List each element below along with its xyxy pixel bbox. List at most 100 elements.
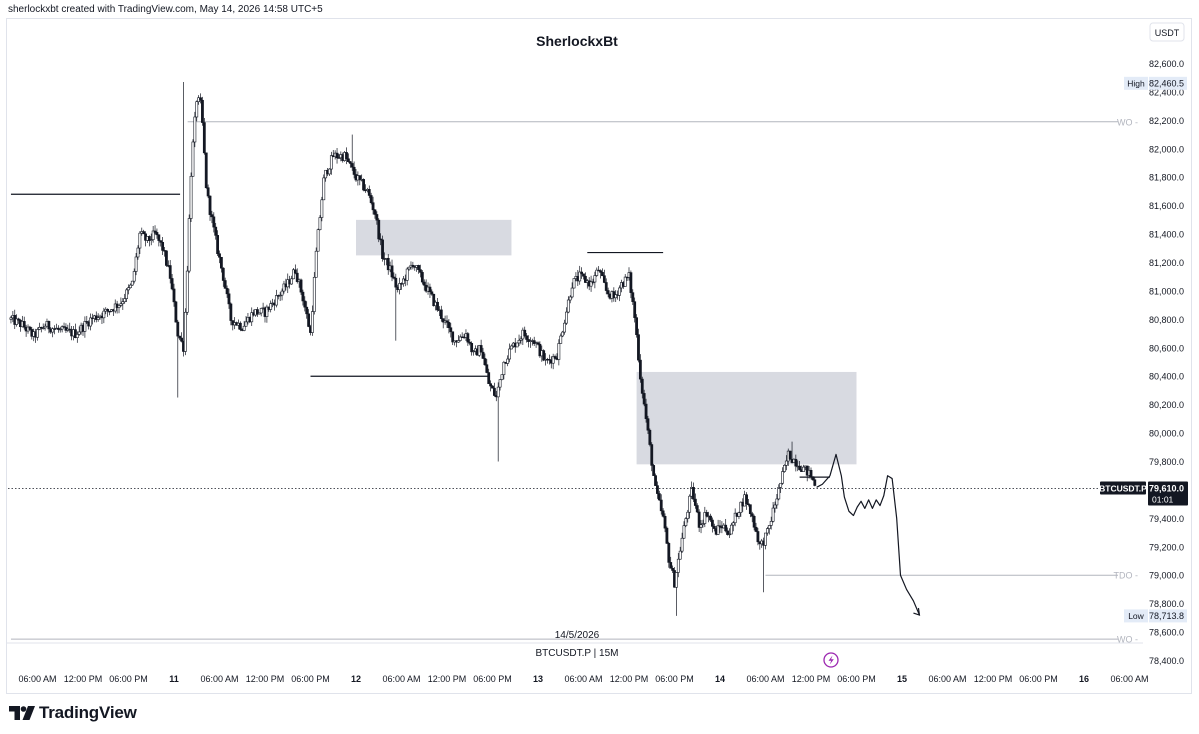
candle xyxy=(53,325,56,335)
candle xyxy=(373,209,377,219)
price-axis[interactable]: 78,400.0 78,600.0 78,800.0 79,000.0 79,200.0… xyxy=(1149,59,1184,666)
candle xyxy=(561,330,565,338)
candle xyxy=(347,153,350,163)
marked-lines-layer xyxy=(10,193,830,478)
y-tick-label: 81,000.0 xyxy=(1149,286,1184,296)
x-tick-label: 14 xyxy=(715,674,725,684)
symbol-label: BTCUSDT.P | 15M xyxy=(536,648,619,659)
candle xyxy=(671,565,675,574)
candle xyxy=(566,296,570,314)
projection-path[interactable] xyxy=(816,453,921,616)
candle xyxy=(568,295,572,304)
candle xyxy=(602,269,606,284)
candle xyxy=(589,275,593,292)
candle xyxy=(172,283,176,307)
x-tick-label: 06:00 PM xyxy=(655,674,694,684)
candle xyxy=(187,214,191,274)
candle xyxy=(329,151,333,175)
x-tick-label: 06:00 AM xyxy=(1110,674,1148,684)
time-axis[interactable]: 06:00 AM 12:00 PM 06:00 PM 11 06:00 AM 12:00 … xyxy=(18,674,1148,684)
candle xyxy=(225,285,229,298)
x-tick-label: 06:00 AM xyxy=(18,674,56,684)
candle xyxy=(37,322,41,331)
candle xyxy=(335,148,339,164)
candle xyxy=(60,325,64,333)
candle xyxy=(773,501,777,513)
candle xyxy=(278,292,282,302)
currency-button[interactable]: USDT xyxy=(1149,22,1185,42)
candle xyxy=(644,398,648,423)
candle xyxy=(127,284,130,295)
candle xyxy=(458,334,462,342)
candle xyxy=(312,272,316,315)
candle xyxy=(667,541,671,568)
candle xyxy=(642,389,646,407)
candle xyxy=(582,273,585,280)
candle xyxy=(728,528,731,538)
candle xyxy=(407,266,411,271)
candle xyxy=(652,463,656,476)
candles-layer xyxy=(9,81,817,616)
candle xyxy=(134,252,138,276)
low-marker: Low 78,713.8 xyxy=(1124,609,1187,623)
candle xyxy=(517,334,521,346)
x-tick-label: 12:00 PM xyxy=(246,674,285,684)
candle xyxy=(718,520,722,533)
candle xyxy=(515,342,519,348)
candle xyxy=(221,267,225,287)
candle xyxy=(777,484,781,501)
y-tick-label: 82,400.0 xyxy=(1149,87,1184,97)
candle xyxy=(219,256,223,273)
x-tick-label: 06:00 PM xyxy=(473,674,512,684)
candle xyxy=(684,517,688,528)
candle xyxy=(138,231,142,255)
candle xyxy=(381,235,384,262)
candle xyxy=(185,265,189,316)
candle xyxy=(153,225,157,235)
candle xyxy=(195,100,199,122)
candle xyxy=(705,509,709,518)
candle xyxy=(538,341,542,358)
y-tick-label: 81,400.0 xyxy=(1149,230,1184,240)
current-price-label: 79,610.0 xyxy=(1149,484,1184,494)
candle xyxy=(726,527,729,536)
candle xyxy=(358,175,362,186)
candle xyxy=(22,316,26,330)
candle xyxy=(635,314,638,338)
candle xyxy=(106,308,110,317)
candle xyxy=(695,503,699,514)
candle xyxy=(436,298,439,312)
candle xyxy=(214,222,218,240)
high-marker-value: 82,460.5 xyxy=(1149,78,1184,88)
candle xyxy=(238,321,242,332)
candle xyxy=(729,522,733,535)
candle xyxy=(682,521,686,539)
candle xyxy=(468,339,472,346)
candle xyxy=(752,514,756,531)
candle xyxy=(614,290,618,303)
candle xyxy=(525,332,529,343)
candle xyxy=(661,508,665,518)
candle xyxy=(502,360,506,380)
candle xyxy=(779,482,783,493)
wo-upper-label: WO - xyxy=(1117,117,1138,127)
candle xyxy=(295,268,299,284)
candle xyxy=(371,196,375,215)
candle xyxy=(601,268,604,277)
candle xyxy=(784,455,788,471)
candle xyxy=(305,301,309,319)
candle xyxy=(754,522,758,533)
candle xyxy=(108,310,111,316)
candle xyxy=(15,314,19,327)
candle xyxy=(74,323,77,339)
currency-label: USDT xyxy=(1155,28,1180,38)
y-tick-label: 82,200.0 xyxy=(1149,116,1184,126)
lower-supply-zone[interactable] xyxy=(636,371,857,465)
candle xyxy=(178,335,182,341)
candle xyxy=(401,275,405,287)
candle xyxy=(631,289,635,306)
candle xyxy=(392,272,396,280)
candle xyxy=(123,293,127,304)
replay-icon[interactable] xyxy=(823,652,839,668)
